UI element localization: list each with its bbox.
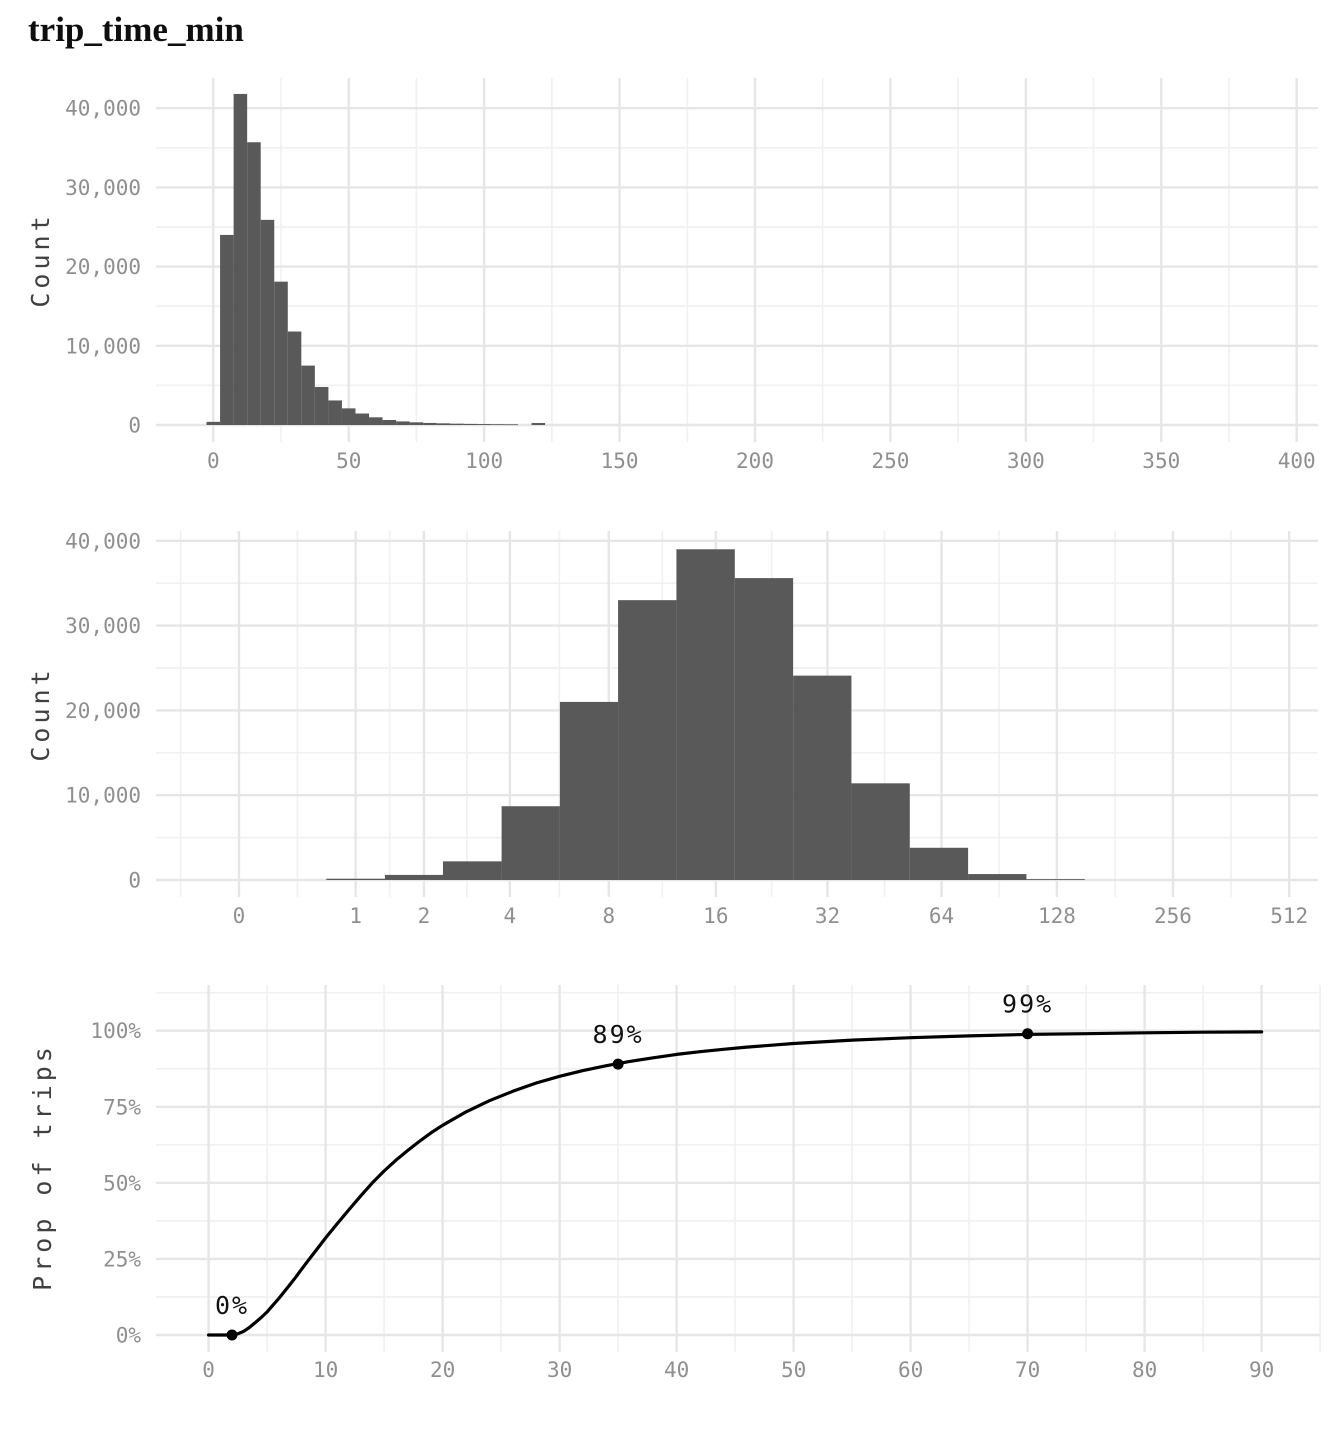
histogram-bar	[793, 675, 852, 880]
y-tick-label: 20,000	[65, 255, 141, 279]
x-tick-label: 128	[1038, 904, 1076, 928]
trip-time-histogram-linear-chart: 0 50 100 150 200 250 300 350 400 0 10,000 20,000 30,…	[26, 78, 1318, 473]
histogram-bar	[968, 874, 1027, 880]
histogram-bar	[909, 847, 969, 880]
histogram-bar	[233, 93, 248, 425]
x-tick-label: 50	[336, 449, 361, 473]
y-tick-label: 0	[128, 869, 141, 893]
cdf-point	[226, 1329, 238, 1341]
y-tick-label: 40,000	[65, 97, 141, 121]
histogram-bar	[220, 234, 234, 425]
histogram-bar	[396, 421, 410, 425]
x-tick-label: 64	[929, 904, 954, 928]
y-tick-label: 75%	[103, 1095, 141, 1119]
histogram-bar	[287, 331, 302, 425]
y-axis-title: Prop of trips	[28, 1043, 57, 1291]
x-tick-label: 50	[781, 1358, 806, 1382]
histogram-bar	[409, 422, 424, 425]
x-tick-label: 100	[465, 449, 503, 473]
histogram-bar	[355, 413, 370, 425]
page-title: trip_time_min	[28, 10, 244, 49]
x-tick-label: 400	[1278, 449, 1316, 473]
histogram-bar	[618, 600, 677, 880]
x-tick-label: 32	[815, 904, 840, 928]
y-tick-label: 30,000	[65, 614, 141, 638]
histogram-bar	[477, 424, 491, 425]
histogram-bar	[531, 423, 546, 425]
y-tick-label: 40,000	[65, 529, 141, 553]
x-tick-label: 2	[418, 904, 431, 928]
x-tick-label: 30	[547, 1358, 572, 1382]
cdf-point-label: 0%	[215, 1291, 249, 1320]
cdf-curve	[207, 1030, 1264, 1337]
y-tick-label: 25%	[103, 1247, 141, 1271]
y-tick-label: 0%	[116, 1324, 142, 1348]
x-tick-label: 4	[504, 904, 517, 928]
histogram-bar	[247, 142, 261, 426]
cdf-point-label: 99%	[1002, 990, 1053, 1019]
x-tick-label: 90	[1249, 1358, 1274, 1382]
histogram-bar	[450, 423, 464, 425]
y-tick-label: 50%	[103, 1171, 141, 1195]
x-tick-label: 350	[1142, 449, 1180, 473]
histogram-bar	[260, 219, 275, 425]
x-tick-label: 0	[207, 449, 220, 473]
histogram-bar	[851, 783, 910, 880]
histogram-bar	[436, 423, 451, 425]
x-tick-label: 0	[202, 1358, 215, 1382]
cdf-point-label: 89%	[593, 1020, 644, 1049]
histogram-bar	[423, 422, 437, 425]
x-tick-label: 250	[871, 449, 909, 473]
histogram-bar	[501, 806, 560, 880]
x-tick-label: 0	[233, 904, 246, 928]
y-tick-label: 20,000	[65, 699, 141, 723]
histogram-bar	[1026, 879, 1085, 880]
x-tick-label: 512	[1270, 904, 1308, 928]
histogram-bar	[326, 878, 385, 880]
x-tick-label: 10	[313, 1358, 338, 1382]
y-tick-label: 10,000	[65, 784, 141, 808]
x-tick-label: 200	[736, 449, 774, 473]
x-tick-label: 300	[1007, 449, 1045, 473]
cdf-point	[1022, 1028, 1034, 1040]
histogram-bar	[274, 281, 288, 425]
histogram-bar	[463, 423, 478, 425]
histogram-bar	[384, 874, 443, 880]
histogram-bar	[490, 424, 505, 426]
y-tick-label: 30,000	[65, 176, 141, 200]
histogram-bar	[559, 701, 619, 880]
x-tick-label: 80	[1132, 1358, 1157, 1382]
trip-time-histogram-log1p-chart: 0 1 2 4 8 16 32 64 128 256 512 0 10,000 20,000 30,000 4…	[26, 529, 1318, 928]
histogram-bar	[442, 861, 502, 880]
y-tick-label: 100%	[90, 1019, 141, 1043]
histogram-bar	[328, 400, 342, 425]
histogram-bar	[676, 549, 735, 880]
histogram-bar	[369, 417, 383, 425]
x-tick-label: 1	[349, 904, 362, 928]
x-tick-label: 60	[898, 1358, 923, 1382]
x-tick-label: 70	[1015, 1358, 1040, 1382]
x-tick-label: 20	[430, 1358, 455, 1382]
histogram-bar	[382, 420, 397, 425]
x-tick-label: 40	[664, 1358, 689, 1382]
y-axis-title: Count	[26, 666, 55, 761]
x-tick-label: 16	[703, 904, 728, 928]
trip-time-cdf-chart: 0% 89% 99% 0 10 20 30 40 50 60 70 80 90 0% 25% 50% 75% 10…	[28, 985, 1321, 1382]
histogram-bar	[734, 578, 794, 880]
histogram-bar	[314, 386, 329, 425]
histogram-bar	[341, 408, 356, 425]
y-axis-title: Count	[26, 212, 55, 307]
histogram-bar	[504, 424, 519, 426]
histogram-bar	[301, 365, 315, 425]
x-tick-label: 256	[1154, 904, 1192, 928]
x-tick-label: 8	[602, 904, 615, 928]
cdf-point	[612, 1058, 624, 1070]
x-tick-label: 150	[601, 449, 639, 473]
y-tick-label: 0	[128, 414, 141, 438]
y-tick-label: 10,000	[65, 334, 141, 358]
histogram-bar	[206, 421, 221, 425]
